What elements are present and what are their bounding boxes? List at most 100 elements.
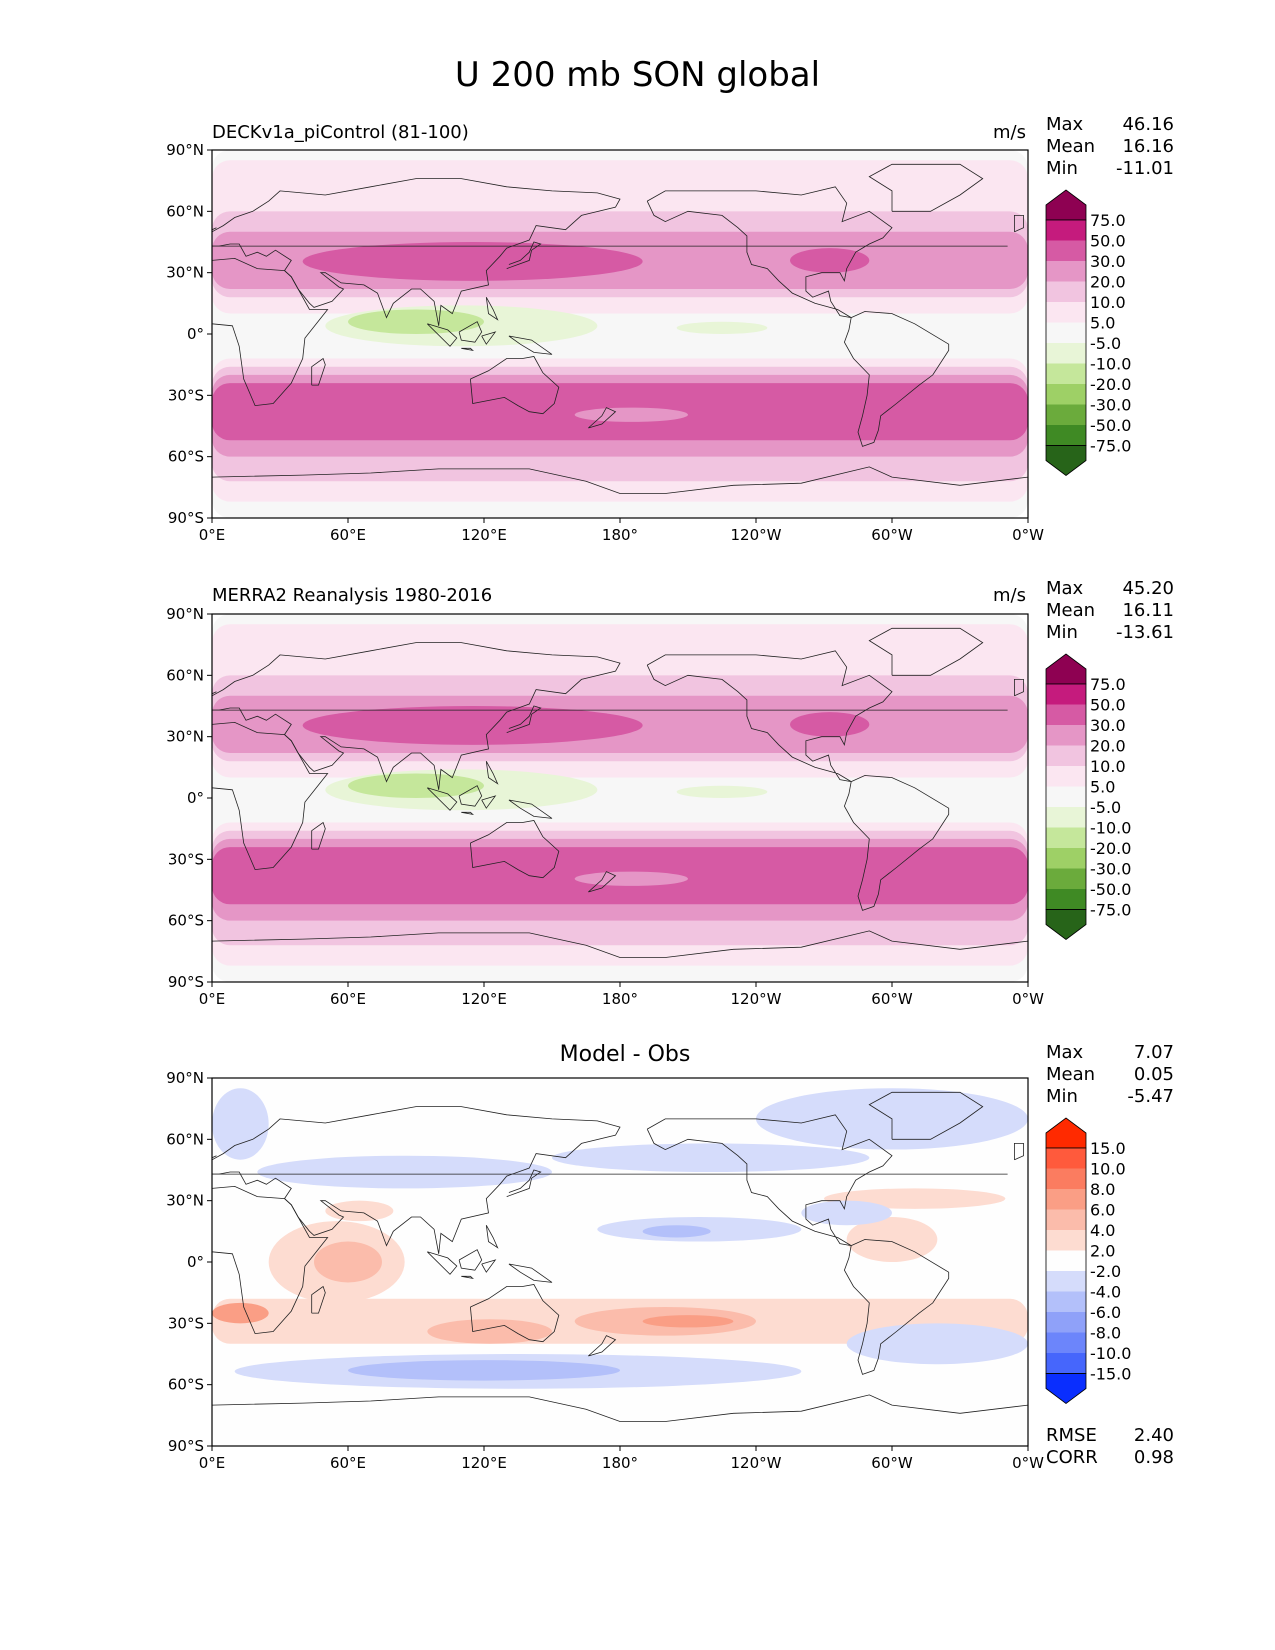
coastline (458, 785, 483, 807)
colorbar-label: 30.0 (1090, 716, 1126, 735)
colorbar-swatch (1046, 1230, 1086, 1251)
figure-title: U 200 mb SON global (454, 55, 821, 95)
contour-band (325, 1200, 394, 1222)
colorbar-label: -10.0 (1090, 1344, 1131, 1363)
coastline (212, 1185, 329, 1335)
lon-label: 0°E (199, 990, 226, 1008)
coastline (461, 1275, 475, 1280)
stat-value: 16.16 (1122, 136, 1174, 157)
panel-1-units: m/s (993, 122, 1026, 143)
coastline (481, 795, 497, 809)
colorbar-label: 10.0 (1090, 1160, 1126, 1179)
colorbar-swatch (1046, 384, 1086, 405)
contour-band (642, 1225, 711, 1238)
contour-band (212, 1088, 269, 1160)
lat-label: 30°S (168, 1314, 204, 1332)
colorbar-swatch (1046, 786, 1086, 807)
contour-band (801, 1200, 893, 1226)
coastline (646, 186, 893, 318)
coastline (508, 799, 553, 819)
colorbar-swatch (1046, 704, 1086, 725)
colorbar-label: 10.0 (1090, 293, 1126, 312)
colorbar-label: 75.0 (1090, 211, 1126, 230)
colorbar-frame (1045, 683, 1087, 910)
colorbar-extend-bottom (1045, 445, 1087, 476)
coastline (868, 627, 984, 676)
stat-value: 7.07 (1133, 1042, 1174, 1063)
coastline (461, 347, 475, 352)
contour-band (212, 1302, 269, 1324)
contour-fill (212, 1078, 1028, 1446)
colorbar-label: -75.0 (1090, 437, 1131, 456)
coastline (868, 1091, 984, 1140)
panel-2-units: m/s (993, 585, 1026, 606)
lat-label: 90°N (166, 141, 204, 159)
lat-label: 0° (187, 789, 204, 807)
coastline (427, 787, 458, 811)
stat-value: -13.61 (1115, 622, 1174, 643)
colorbar-label: -15.0 (1090, 1365, 1131, 1384)
lat-label: 60°S (168, 1376, 204, 1394)
lat-label: 60°S (168, 448, 204, 466)
panel-3-map: 90°N 60°N 30°N 0° 30°S 60°S 90°S0°E 60°E 120°E 18… (166, 1069, 1044, 1472)
coastline (506, 705, 542, 733)
coastline (212, 1394, 1028, 1422)
colorbar-swatch (1046, 1271, 1086, 1292)
coastline (485, 1225, 499, 1249)
colorbar-swatch (1046, 261, 1086, 282)
colorbar-label: 10.0 (1090, 757, 1126, 776)
lon-label: 0°W (1012, 526, 1044, 544)
stat-label: Max (1046, 578, 1084, 599)
stat-value: -5.47 (1127, 1086, 1174, 1107)
lon-label: 180° (602, 990, 638, 1008)
panel-1-map: 90°N 60°N 30°N 0° 30°S 60°S 90°S0°E 60°E 120°E 18… (166, 141, 1044, 544)
stat-value: -11.01 (1115, 158, 1174, 179)
panel-1-colorbar: 75.0 50.030.0 20.010.0 5.0-5.0 -10.0-20.0 -30… (1045, 189, 1131, 476)
lat-label: 30°N (166, 728, 204, 746)
coastline (481, 331, 497, 345)
colorbar-label: 8.0 (1090, 1180, 1115, 1199)
colorbar-label: -75.0 (1090, 901, 1131, 920)
colorbar-label: 4.0 (1090, 1221, 1115, 1240)
lat-label: 0° (187, 1253, 204, 1271)
lon-label: 120°E (461, 1454, 507, 1472)
coastline (506, 1169, 542, 1197)
lon-label: 120°W (731, 1454, 782, 1472)
colorbar-swatch (1046, 1189, 1086, 1210)
contour-band (574, 407, 688, 422)
coastline (212, 227, 217, 231)
colorbar-extend-bottom (1045, 909, 1087, 940)
coastline (212, 257, 329, 407)
lon-label: 0°E (199, 1454, 226, 1472)
coastline (506, 241, 542, 269)
contour-band (552, 1143, 870, 1173)
lon-label: 120°E (461, 990, 507, 1008)
coastline (311, 1285, 326, 1314)
lat-label: 60°S (168, 912, 204, 930)
lon-label: 0°W (1012, 1454, 1044, 1472)
coastline (588, 871, 617, 893)
coastline (470, 820, 560, 879)
colorbar-label: 5.0 (1090, 778, 1115, 797)
contour-band (642, 1315, 734, 1328)
panel-2-title: MERRA2 Reanalysis 1980-2016 (212, 585, 493, 606)
stat-label: Min (1046, 622, 1078, 643)
lon-label: 180° (602, 526, 638, 544)
stat-value: 2.40 (1133, 1425, 1174, 1446)
lon-label: 60°W (871, 526, 913, 544)
colorbar-label: -5.0 (1090, 798, 1121, 817)
colorbar-swatch (1046, 827, 1086, 848)
contour-band (348, 309, 484, 334)
stat-label: Mean (1046, 136, 1096, 157)
stat-value: 16.11 (1122, 600, 1174, 621)
coastline (212, 1106, 621, 1254)
colorbar-frame (1045, 219, 1087, 446)
panel-2-stats: Max 45.20 Mean 16.11 Min -13.61 (1046, 578, 1174, 644)
colorbar-swatch (1046, 848, 1086, 869)
stat-label: Max (1046, 114, 1084, 135)
coastline (470, 1284, 560, 1343)
contour-fill (212, 614, 1028, 982)
stat-label: Min (1046, 1086, 1078, 1107)
coastline (868, 163, 984, 212)
contour-band (676, 785, 768, 798)
